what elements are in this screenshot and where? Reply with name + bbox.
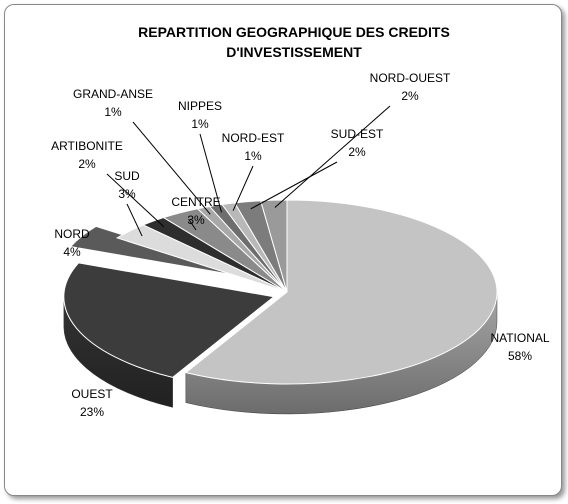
slice-value-label: 1% [104, 105, 122, 119]
slice-value-label: 3% [187, 213, 205, 227]
leader-line [232, 165, 254, 211]
leader-line [126, 203, 143, 237]
slice-label: CENTRE [171, 195, 220, 209]
slice-side-shade [63, 296, 173, 408]
slice-value-label: 2% [78, 157, 96, 171]
pie-slice [184, 199, 498, 385]
leader-line [250, 161, 338, 210]
slice-value-label: 2% [401, 89, 419, 103]
slice-value-label: 1% [191, 117, 209, 131]
leader-line [106, 173, 165, 228]
slice-label: NORD-OUEST [370, 71, 451, 85]
slice-value-label: 58% [508, 349, 532, 363]
slice-label: OUEST [71, 387, 113, 401]
chart-title: REPARTITION GEOGRAPHIQUE DES CREDITS D'I… [138, 24, 450, 60]
slice-label: GRAND-ANSE [73, 87, 153, 101]
slice-label: NATIONAL [490, 331, 549, 345]
slice-label: NORD [54, 227, 90, 241]
pie-slice [63, 262, 276, 378]
slice-label: NORD-EST [222, 131, 285, 145]
leader-line [274, 105, 391, 208]
slice-label: SUD-EST [331, 127, 384, 141]
slice-label: SUD [114, 169, 140, 183]
pie-slice [260, 199, 288, 293]
leader-line [199, 133, 223, 213]
slice-label: NIPPES [178, 99, 222, 113]
slice-value-label: 23% [80, 405, 104, 419]
leader-line [188, 218, 197, 231]
slice-value-label: 1% [244, 149, 262, 163]
slice-value-label: 4% [63, 245, 81, 259]
leader-line [132, 121, 211, 215]
slice-label: ARTIBONITE [51, 139, 123, 153]
slice-value-label: 2% [348, 145, 366, 159]
